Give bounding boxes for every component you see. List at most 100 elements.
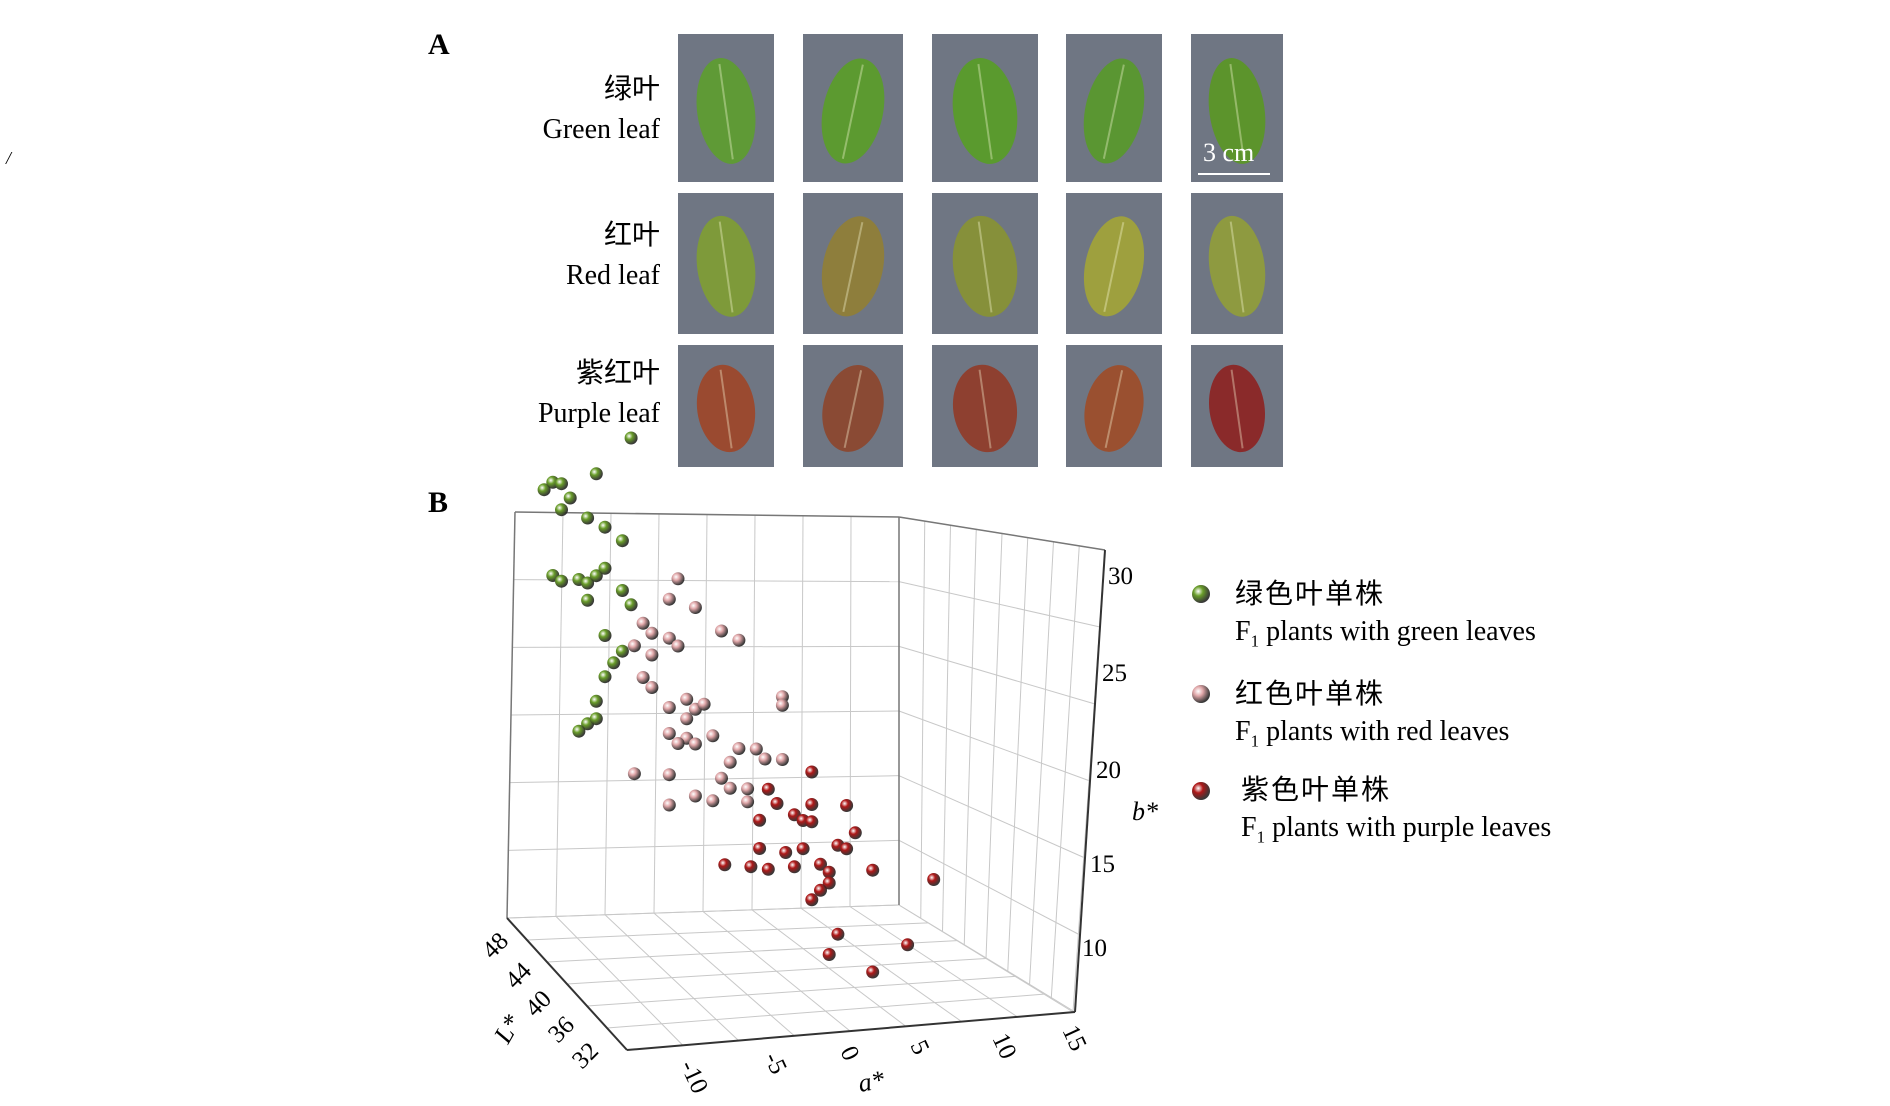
leaf-shape bbox=[952, 364, 1018, 453]
legend-green-cn: 绿色叶单株 bbox=[1235, 579, 1386, 610]
leaf-shape bbox=[696, 58, 756, 164]
leaf-vein bbox=[1229, 63, 1245, 160]
leaf-vein bbox=[719, 369, 733, 449]
row-label-red-en: Red leaf bbox=[565, 260, 660, 291]
scale-bar-label: 3 cm bbox=[1203, 138, 1255, 167]
row-label-red-cn: 红叶 bbox=[603, 220, 660, 251]
row-label-purple-en: Purple leaf bbox=[537, 398, 660, 429]
data-point bbox=[770, 797, 784, 810]
leaf-vein bbox=[1230, 369, 1244, 449]
data-point bbox=[775, 698, 789, 712]
data-point bbox=[645, 648, 659, 662]
leaf-photo bbox=[1066, 34, 1162, 182]
leaf-shape bbox=[1084, 365, 1144, 452]
leaf-shape bbox=[1083, 216, 1145, 317]
data-point bbox=[753, 813, 767, 827]
grid-line bbox=[509, 775, 900, 784]
leaf-shape bbox=[952, 58, 1018, 164]
panel-b-label: B bbox=[428, 486, 449, 519]
data-point bbox=[615, 584, 629, 597]
data-point bbox=[901, 938, 915, 952]
data-point bbox=[758, 752, 772, 766]
z-tick-label: 15 bbox=[1090, 851, 1115, 878]
legend-red-en: F1 plants with red leaves bbox=[1235, 716, 1510, 751]
data-point bbox=[753, 842, 767, 855]
x-tick-label: 15 bbox=[1057, 1021, 1092, 1055]
data-point bbox=[741, 782, 755, 796]
x-axis-label: a* bbox=[856, 1065, 887, 1098]
y-tick-label: 40 bbox=[520, 985, 557, 1022]
leaf-vein bbox=[842, 221, 864, 313]
data-point bbox=[645, 681, 659, 694]
leaf-shape bbox=[821, 216, 885, 317]
data-point bbox=[741, 795, 755, 809]
data-point bbox=[805, 893, 819, 907]
grid-line bbox=[898, 645, 1096, 705]
z-tick-label: 20 bbox=[1096, 757, 1121, 784]
grid-line bbox=[510, 710, 900, 716]
data-point bbox=[624, 598, 638, 612]
data-point bbox=[537, 483, 551, 497]
leaf-vein bbox=[841, 64, 864, 159]
data-point bbox=[927, 873, 941, 886]
legend-marker bbox=[1192, 685, 1210, 703]
data-point bbox=[814, 857, 827, 871]
data-point bbox=[744, 860, 758, 874]
data-point bbox=[866, 965, 880, 979]
leaf-vein bbox=[977, 63, 993, 160]
leaf-shape bbox=[1208, 364, 1266, 453]
data-point bbox=[688, 789, 702, 803]
leaf-vein bbox=[1102, 64, 1125, 159]
data-point bbox=[572, 724, 586, 738]
scale-bar bbox=[1198, 173, 1270, 175]
data-point bbox=[723, 755, 737, 769]
leaf-vein bbox=[718, 63, 734, 160]
data-point bbox=[636, 671, 650, 684]
leaf-photo bbox=[932, 345, 1038, 467]
leaf-photo bbox=[1066, 193, 1162, 334]
x-tick-label: -5 bbox=[759, 1048, 792, 1078]
leaf-shape bbox=[1208, 58, 1266, 164]
legend-item-green: 绿色叶单株 F1 plants with green leaves bbox=[1235, 572, 1536, 652]
z-tick-label: 25 bbox=[1102, 660, 1127, 687]
data-point bbox=[598, 561, 612, 575]
data-point bbox=[555, 574, 568, 588]
y-axis-label: L* bbox=[488, 1010, 527, 1049]
data-point bbox=[848, 826, 862, 840]
data-point bbox=[598, 670, 612, 684]
data-point bbox=[607, 656, 621, 670]
y-tick-label: 48 bbox=[477, 927, 514, 964]
legend-red-cn: 红色叶单株 bbox=[1235, 679, 1386, 710]
leaf-photo bbox=[678, 193, 774, 334]
data-point bbox=[680, 712, 694, 726]
data-point bbox=[627, 767, 641, 781]
leaf-vein bbox=[978, 369, 992, 449]
data-point bbox=[615, 534, 629, 548]
data-point bbox=[598, 520, 612, 534]
data-point bbox=[671, 737, 685, 750]
data-point bbox=[706, 794, 720, 808]
data-point bbox=[761, 782, 775, 796]
data-point bbox=[636, 616, 650, 630]
data-point bbox=[563, 491, 577, 505]
leaf-shape bbox=[696, 364, 756, 453]
data-point bbox=[589, 694, 603, 708]
legend-purple-en: F1 plants with purple leaves bbox=[1241, 812, 1552, 847]
data-point bbox=[688, 737, 702, 751]
data-point bbox=[805, 815, 819, 829]
z-tick-label: 30 bbox=[1108, 563, 1133, 590]
data-point bbox=[749, 742, 763, 756]
a-axis-line bbox=[626, 1011, 1076, 1051]
data-point bbox=[822, 876, 836, 890]
grid-line bbox=[526, 922, 929, 941]
x-tick-label: 10 bbox=[987, 1029, 1022, 1063]
panel-a-label: A bbox=[428, 28, 450, 61]
data-point bbox=[805, 765, 819, 779]
data-point bbox=[775, 753, 789, 766]
y-tick-label: 32 bbox=[567, 1037, 604, 1074]
data-point bbox=[645, 626, 659, 640]
grid-line bbox=[586, 975, 1016, 1007]
row-label-purple-cn: 紫红叶 bbox=[575, 358, 660, 389]
data-point bbox=[822, 865, 836, 879]
